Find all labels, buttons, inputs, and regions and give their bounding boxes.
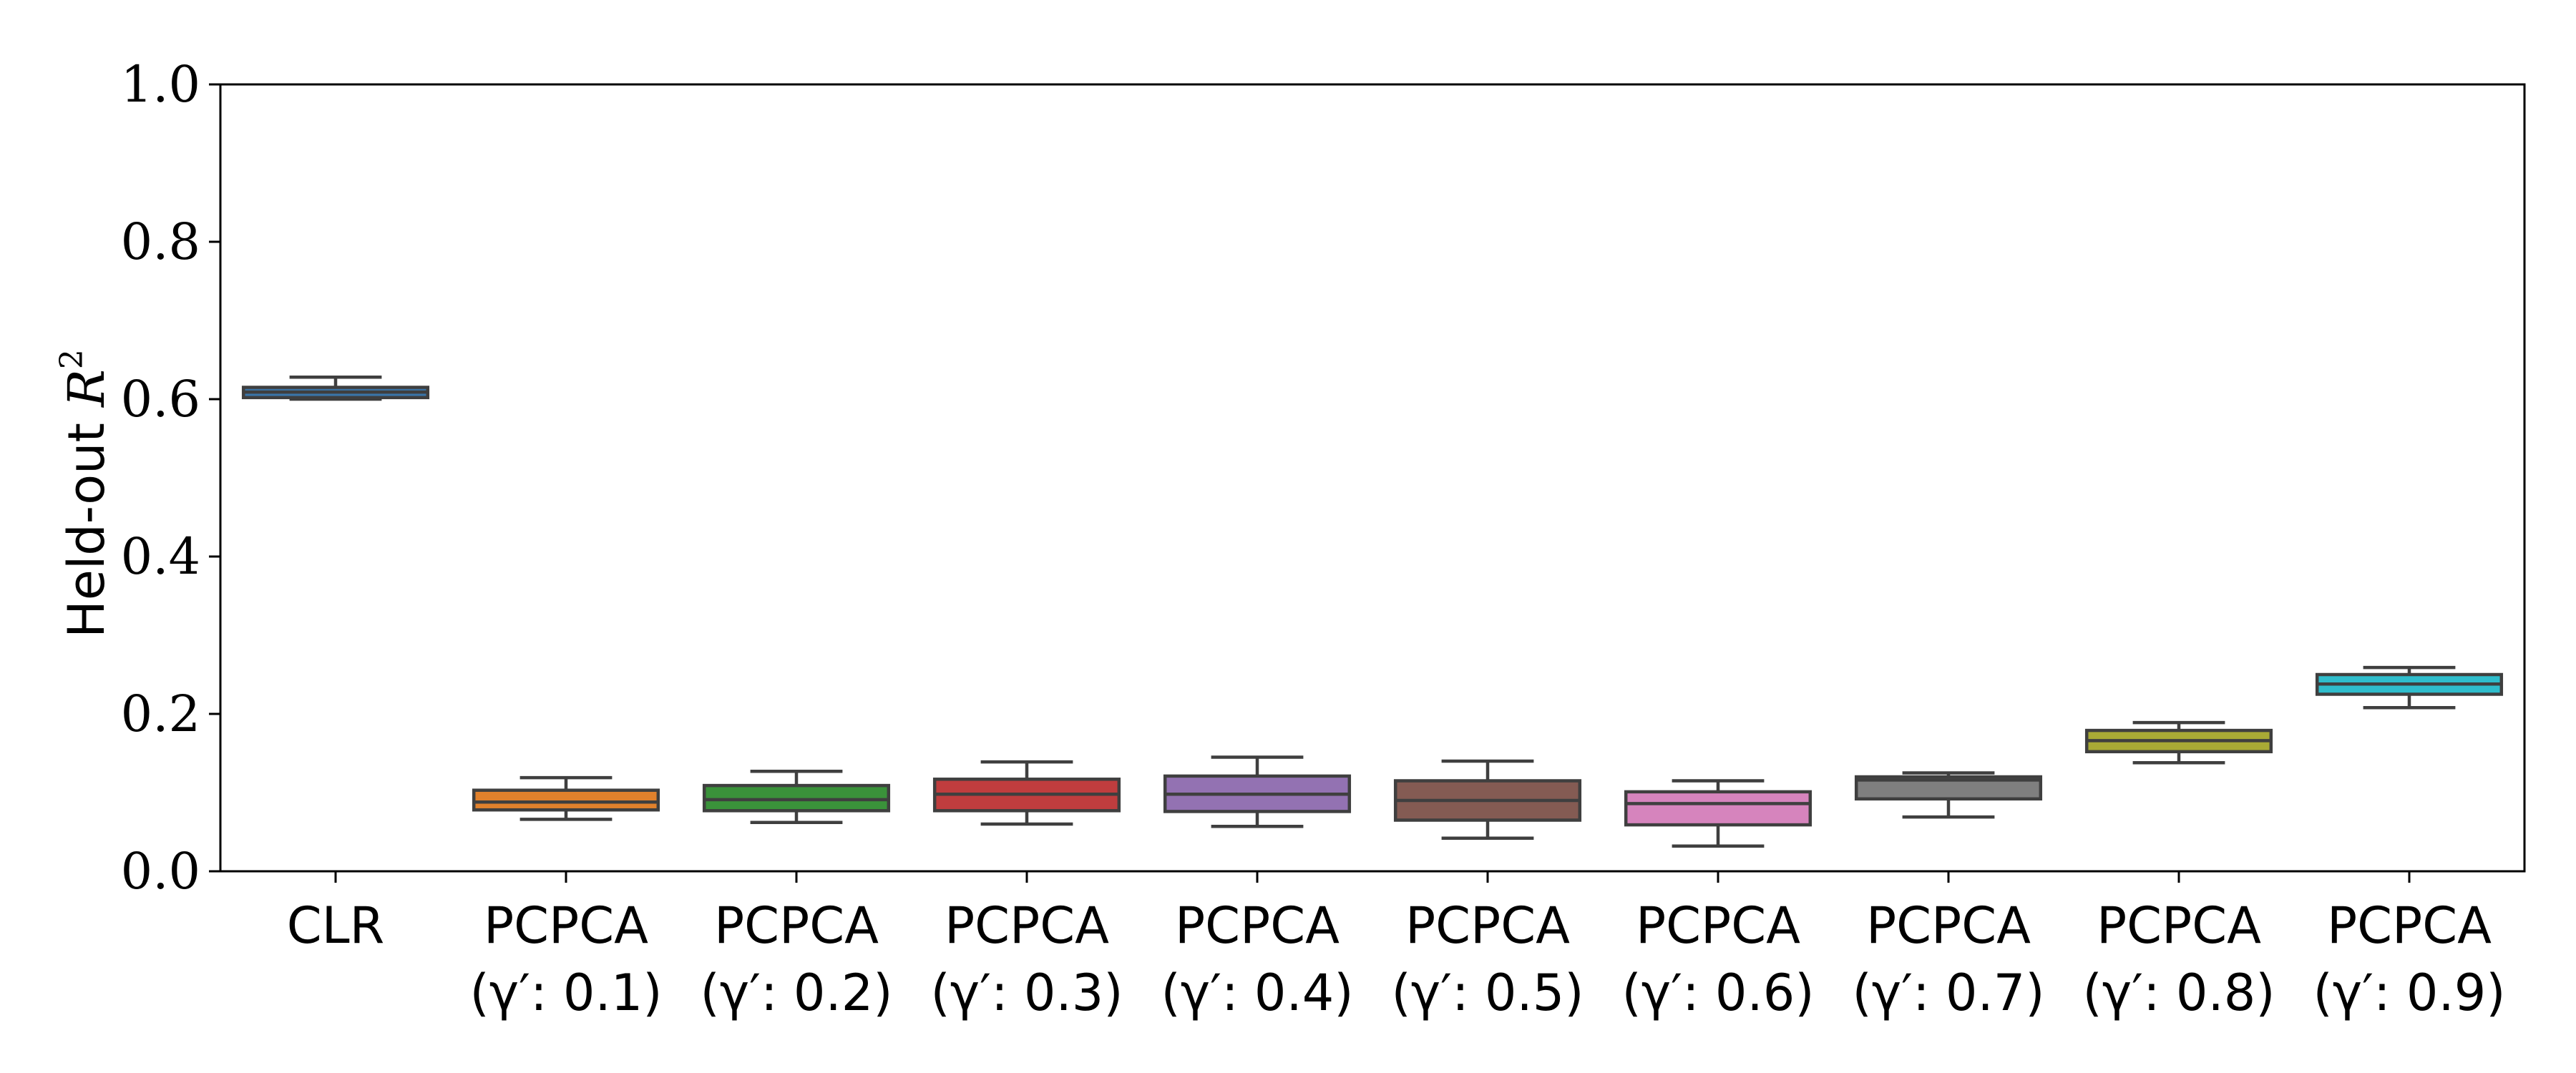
plot-area-frame: [219, 83, 2526, 873]
x-tick-label-line1: PCPCA: [714, 896, 879, 955]
x-tick-label-line1: CLR: [287, 896, 385, 955]
box-5: [1393, 759, 1582, 841]
interquartile-box: [1624, 790, 1813, 827]
box-series: [241, 375, 2504, 848]
y-tick-label: 0.4: [121, 527, 200, 586]
interquartile-box: [472, 788, 660, 812]
x-tick-label-line1: PCPCA: [1636, 896, 1800, 955]
x-tick-label-line1: PCPCA: [1175, 896, 1340, 955]
box-0: [241, 375, 430, 401]
y-axis-label-symbol: R: [57, 369, 116, 408]
y-tick-label: 0.8: [121, 212, 200, 271]
x-tick-label-line1: PCPCA: [1405, 896, 1570, 955]
box-6: [1624, 779, 1813, 848]
x-tick-label-line2: (γ′: 0.8): [2082, 964, 2275, 1022]
box-3: [932, 760, 1121, 826]
y-axis-label-superscript: 2: [54, 349, 90, 369]
y-axis-ticks: 0.0 0.2 0.4 0.6 0.8 1.0: [121, 55, 220, 901]
x-tick-label-line1: PCPCA: [945, 896, 1109, 955]
x-tick-label-line2: (γ′: 0.7): [1852, 964, 2044, 1022]
y-tick-label: 0.6: [121, 370, 200, 428]
y-axis-label-prefix: Held-out: [57, 407, 116, 638]
x-tick-label-line2: (γ′: 0.4): [1161, 964, 1353, 1022]
y-tick-label: 1.0: [121, 55, 200, 114]
box-9: [2315, 665, 2504, 710]
x-tick-label-line1: PCPCA: [484, 896, 648, 955]
box-7: [1854, 771, 2043, 819]
box-8: [2084, 720, 2273, 765]
x-tick-label-line2: (γ′: 0.9): [2313, 964, 2505, 1022]
y-tick-label: 0.0: [121, 842, 200, 901]
box-4: [1163, 755, 1352, 828]
box-2: [702, 770, 891, 825]
x-tick-label-line2: (γ′: 0.6): [1621, 964, 1814, 1022]
box-1: [472, 775, 660, 821]
y-axis-label: Held-out R2: [54, 349, 116, 638]
x-tick-label-line2: (γ′: 0.1): [469, 964, 662, 1022]
x-tick-label-line2: (γ′: 0.2): [700, 964, 892, 1022]
x-tick-label-line1: PCPCA: [2097, 896, 2261, 955]
x-tick-label-line2: (γ′: 0.3): [930, 964, 1123, 1022]
svg-text:Held-out R2: Held-out R2: [54, 349, 116, 638]
x-tick-label-line1: PCPCA: [2327, 896, 2492, 955]
x-tick-label-line1: PCPCA: [1866, 896, 2031, 955]
x-axis-tick-labels: CLR PCPCA (γ′: 0.1) PCPCA (γ′: 0.2) PCPCA (γ′:…: [287, 871, 2506, 1022]
y-tick-label: 0.2: [121, 685, 200, 743]
x-tick-label-line2: (γ′: 0.5): [1391, 964, 1584, 1022]
